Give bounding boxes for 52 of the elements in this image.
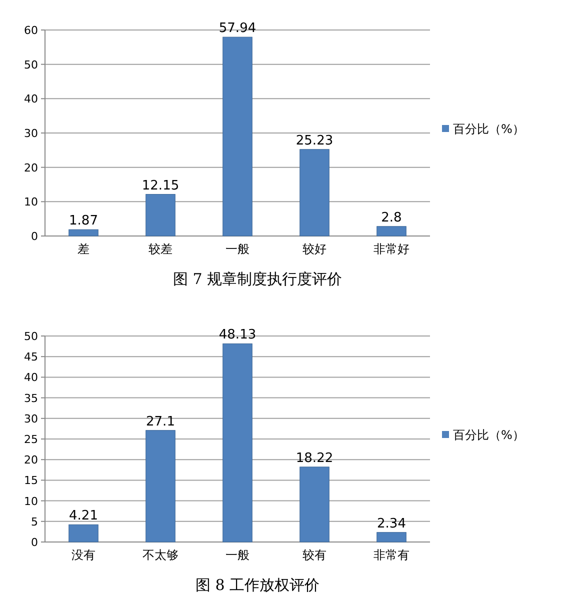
- bar: [300, 466, 330, 542]
- data-label: 2.34: [377, 516, 406, 532]
- y-tick-label: 10: [24, 494, 38, 508]
- data-label: 18.22: [296, 450, 334, 466]
- bar: [222, 36, 252, 236]
- x-tick-label: 没有: [72, 548, 96, 562]
- y-tick-label: 25: [24, 433, 38, 446]
- x-tick-label: 一般: [226, 548, 250, 562]
- data-label: 4.21: [69, 508, 98, 524]
- bar: [376, 226, 406, 236]
- bar: [146, 194, 176, 236]
- y-tick-label: 0: [31, 230, 38, 243]
- y-tick-label: 20: [24, 454, 38, 467]
- y-tick-label: 60: [24, 24, 38, 37]
- y-tick-label: 15: [24, 474, 38, 488]
- text: 图 8 工作放权评价: [195, 576, 320, 594]
- bar: [376, 532, 406, 542]
- data-label: 2.8: [381, 210, 402, 226]
- bar: [300, 149, 330, 236]
- y-tick-label: 0: [31, 536, 38, 549]
- data-label: 57.94: [218, 21, 256, 36]
- y-tick-label: 5: [31, 515, 38, 528]
- y-tick-label: 10: [24, 196, 38, 209]
- x-tick-label: 较差: [148, 242, 172, 256]
- y-tick-label: 50: [24, 330, 38, 343]
- data-label: 12.15: [142, 178, 180, 194]
- legend-label: 百分比（%）: [453, 428, 524, 442]
- x-tick-label: 不太够: [142, 548, 178, 562]
- x-tick-label: 一般: [226, 242, 250, 256]
- bar: [68, 229, 98, 236]
- x-tick-label: 非常好: [374, 242, 410, 256]
- data-label: 1.87: [69, 214, 98, 229]
- x-tick-label: 较好: [302, 242, 326, 256]
- text: 图 7 规章制度执行度评价: [172, 270, 342, 288]
- y-tick-label: 45: [24, 350, 38, 364]
- x-tick-label: 非常有: [374, 548, 410, 562]
- bar: [222, 343, 252, 542]
- x-tick-label: 差: [78, 242, 90, 256]
- x-tick-label: 较有: [302, 548, 326, 562]
- y-tick-label: 20: [24, 161, 38, 174]
- y-tick-label: 50: [24, 58, 38, 72]
- data-label: 25.23: [296, 133, 334, 148]
- legend-label: 百分比（%）: [453, 122, 524, 136]
- data-label: 48.13: [218, 328, 256, 343]
- y-tick-label: 40: [24, 371, 38, 384]
- y-tick-label: 30: [24, 127, 38, 140]
- bar: [146, 430, 176, 542]
- bar: [68, 524, 98, 542]
- y-tick-label: 40: [24, 92, 38, 106]
- y-tick-label: 30: [24, 412, 38, 426]
- y-tick-label: 35: [24, 392, 38, 405]
- data-label: 27.1: [146, 414, 175, 430]
